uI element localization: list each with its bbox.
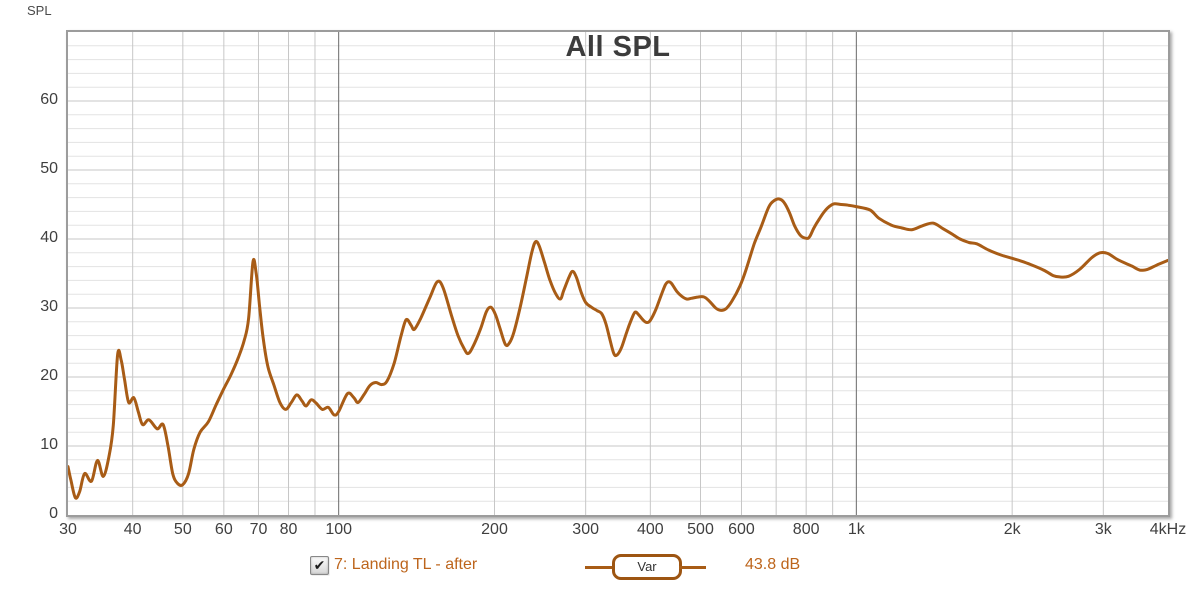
x-axis-tick-label: 600 — [728, 521, 755, 538]
y-axis-tick-label: 50 — [40, 160, 58, 177]
y-axis-tick-label: 60 — [40, 91, 58, 108]
x-axis-tick-label: 4kHz — [1149, 521, 1187, 538]
x-axis-tick-label: 500 — [687, 521, 714, 538]
trace-marker-line-right-icon — [679, 566, 706, 569]
x-axis-tick-label: 200 — [481, 521, 508, 538]
y-axis-tick-label: 40 — [40, 229, 58, 246]
x-axis-tick-label: 70 — [249, 521, 268, 538]
x-axis-tick-label: 40 — [123, 521, 142, 538]
y-axis-tick-label: 30 — [40, 298, 58, 315]
x-axis-tick-label: 400 — [636, 521, 664, 538]
x-axis-tick-label: 2k — [1003, 521, 1021, 538]
y-axis-tick-label: 0 — [49, 505, 58, 522]
trace-marker-var-box: Var — [612, 554, 682, 580]
legend-measurement-label[interactable]: 7: Landing TL - after — [334, 556, 478, 573]
trace-marker-line-left-icon — [585, 566, 612, 569]
legend-checkbox[interactable]: ✔ — [310, 556, 329, 575]
x-axis-tick-label: 1k — [847, 521, 865, 538]
plot-area[interactable] — [66, 30, 1170, 517]
x-axis-tick-label: 80 — [279, 521, 298, 538]
legend-value-label: 43.8 dB — [745, 556, 801, 573]
x-axis-tick-label: 800 — [792, 521, 820, 538]
checkmark-icon: ✔ — [313, 557, 326, 573]
x-axis-tick-label: 50 — [173, 521, 192, 538]
spl-axis-corner-label: SPL — [27, 3, 52, 18]
x-axis-tick-label: 100 — [325, 521, 353, 538]
spl-chart-svg — [68, 32, 1168, 515]
frequency-response-trace — [68, 197, 1168, 500]
y-axis-tick-label: 20 — [40, 367, 58, 384]
y-axis-tick-label: 10 — [40, 436, 58, 453]
x-axis-tick-label: 3k — [1094, 521, 1112, 538]
x-axis-tick-label: 60 — [214, 521, 233, 538]
x-axis-tick-label: 300 — [572, 521, 599, 538]
x-axis-tick-label: 30 — [59, 521, 77, 538]
